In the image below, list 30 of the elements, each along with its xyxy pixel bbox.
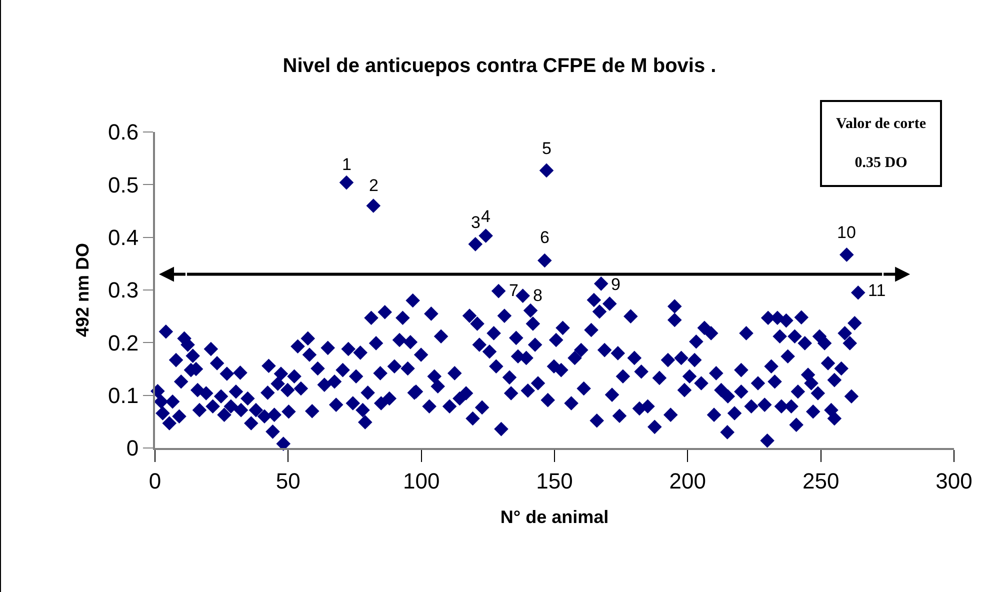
annotation: 0.35 DO <box>854 155 908 171</box>
y-tick-label: 0.5 <box>108 172 139 198</box>
x-tick-label: 300 <box>936 468 972 494</box>
x-tick-label: 0 <box>148 468 162 494</box>
annotation: 9 <box>611 275 620 294</box>
x-tick-label: 250 <box>802 468 840 494</box>
text: Valor de corte <box>836 116 926 132</box>
annotation: 2 <box>369 176 378 195</box>
x-tick-label: 200 <box>669 468 706 494</box>
x-tick-label: 150 <box>536 468 573 494</box>
y-tick-label: 0.1 <box>108 383 139 408</box>
y-axis-title: 492 nm DO <box>72 242 93 338</box>
annotation: 4 <box>481 207 490 226</box>
x-tick-label: 100 <box>402 468 440 494</box>
annotation: 8 <box>533 286 542 305</box>
y-tick-label: 0.4 <box>108 225 139 250</box>
annotation: 10 <box>837 223 856 242</box>
annotation: 5 <box>542 139 552 158</box>
y-tick-label: 0.3 <box>108 278 139 303</box>
annotation: 6 <box>540 228 550 247</box>
annotation: 7 <box>509 281 518 300</box>
x-axis-title: N° de animal <box>500 507 609 527</box>
y-tick-label: 0.2 <box>108 330 139 356</box>
x-tick-label: 50 <box>276 468 300 494</box>
annotation: 3 <box>471 213 480 232</box>
annotation: 11 <box>868 281 886 300</box>
annotation: 1 <box>342 155 352 174</box>
y-tick-label: 0 <box>126 436 139 461</box>
y-tick-label: 0.6 <box>108 120 139 145</box>
chart-title: Nivel de anticuepos contra CFPE de M bovis . <box>282 55 716 78</box>
